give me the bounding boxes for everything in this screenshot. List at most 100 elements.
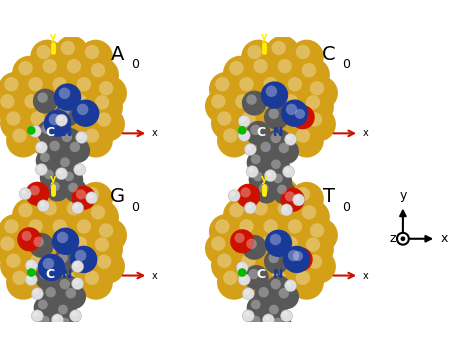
- Circle shape: [79, 182, 113, 216]
- Circle shape: [58, 116, 63, 121]
- Circle shape: [24, 94, 39, 108]
- Circle shape: [264, 77, 278, 92]
- Circle shape: [239, 219, 254, 234]
- Circle shape: [56, 314, 79, 337]
- Circle shape: [286, 104, 297, 115]
- Text: G: G: [110, 187, 126, 206]
- Circle shape: [211, 106, 245, 140]
- Circle shape: [70, 334, 80, 344]
- Circle shape: [75, 250, 86, 261]
- Circle shape: [296, 58, 330, 92]
- Circle shape: [268, 253, 279, 263]
- Circle shape: [301, 107, 336, 141]
- Circle shape: [72, 99, 100, 127]
- Circle shape: [70, 142, 80, 152]
- Circle shape: [264, 219, 278, 234]
- Text: T: T: [323, 187, 335, 206]
- Circle shape: [60, 318, 70, 327]
- Circle shape: [263, 314, 274, 326]
- Circle shape: [265, 178, 300, 212]
- Circle shape: [73, 248, 107, 283]
- Circle shape: [205, 89, 239, 123]
- Circle shape: [50, 182, 60, 191]
- Circle shape: [283, 206, 288, 211]
- Circle shape: [95, 237, 109, 252]
- Circle shape: [65, 330, 90, 354]
- Circle shape: [241, 182, 275, 216]
- Circle shape: [211, 94, 226, 108]
- Circle shape: [230, 229, 254, 253]
- Circle shape: [285, 191, 295, 201]
- Circle shape: [12, 56, 46, 90]
- Circle shape: [281, 349, 286, 354]
- Circle shape: [72, 202, 83, 214]
- Circle shape: [65, 288, 76, 298]
- Circle shape: [269, 314, 292, 337]
- Circle shape: [36, 149, 59, 172]
- Circle shape: [242, 288, 254, 300]
- Circle shape: [240, 275, 246, 280]
- Circle shape: [257, 72, 292, 106]
- Circle shape: [29, 185, 40, 195]
- Circle shape: [235, 94, 250, 108]
- Circle shape: [310, 223, 324, 238]
- Circle shape: [74, 262, 79, 267]
- Circle shape: [54, 301, 77, 325]
- Circle shape: [85, 58, 119, 92]
- Circle shape: [241, 253, 255, 268]
- Circle shape: [33, 237, 44, 247]
- Circle shape: [236, 184, 260, 208]
- Circle shape: [242, 346, 254, 358]
- Circle shape: [236, 261, 248, 274]
- Circle shape: [247, 187, 262, 201]
- Circle shape: [256, 138, 281, 163]
- Text: y: y: [261, 32, 267, 42]
- Circle shape: [6, 111, 20, 126]
- Circle shape: [77, 219, 91, 234]
- Text: 0: 0: [342, 201, 350, 214]
- Circle shape: [287, 281, 292, 286]
- Circle shape: [0, 231, 28, 265]
- Circle shape: [55, 102, 80, 127]
- Circle shape: [245, 348, 249, 353]
- Circle shape: [246, 94, 257, 105]
- Circle shape: [67, 59, 81, 73]
- Circle shape: [55, 123, 89, 158]
- Circle shape: [244, 265, 269, 290]
- Circle shape: [74, 279, 79, 284]
- Circle shape: [264, 105, 289, 130]
- Circle shape: [271, 159, 281, 169]
- Circle shape: [35, 265, 60, 290]
- Circle shape: [301, 250, 336, 284]
- Circle shape: [273, 325, 296, 349]
- Circle shape: [73, 94, 87, 108]
- Circle shape: [22, 72, 56, 106]
- Circle shape: [58, 169, 63, 174]
- Circle shape: [223, 271, 237, 285]
- Circle shape: [259, 328, 269, 337]
- Circle shape: [25, 274, 37, 286]
- Circle shape: [71, 214, 105, 248]
- Circle shape: [85, 45, 99, 59]
- Circle shape: [36, 164, 47, 176]
- Circle shape: [238, 269, 246, 276]
- Circle shape: [49, 141, 60, 151]
- Circle shape: [291, 336, 302, 348]
- Circle shape: [240, 187, 251, 197]
- Circle shape: [12, 129, 27, 143]
- Circle shape: [6, 265, 40, 300]
- Circle shape: [44, 169, 54, 179]
- Circle shape: [56, 154, 79, 177]
- Circle shape: [42, 324, 65, 348]
- Circle shape: [241, 111, 255, 126]
- Circle shape: [46, 287, 56, 298]
- Circle shape: [235, 233, 245, 243]
- Circle shape: [308, 112, 322, 127]
- Circle shape: [37, 200, 49, 212]
- Circle shape: [91, 250, 125, 284]
- Circle shape: [85, 200, 119, 234]
- Circle shape: [247, 45, 262, 59]
- Circle shape: [91, 107, 125, 141]
- Circle shape: [293, 338, 298, 343]
- Circle shape: [46, 214, 81, 248]
